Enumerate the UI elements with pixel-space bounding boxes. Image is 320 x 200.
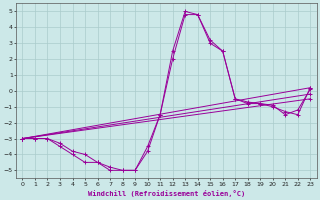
- X-axis label: Windchill (Refroidissement éolien,°C): Windchill (Refroidissement éolien,°C): [88, 190, 245, 197]
